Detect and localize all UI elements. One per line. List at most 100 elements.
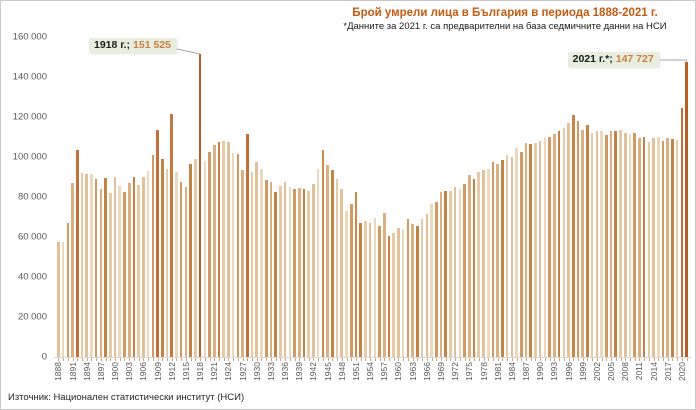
bar-1979 — [486, 168, 490, 357]
bar-1955 — [373, 217, 377, 357]
bar-1977 — [477, 172, 481, 357]
year-tick — [157, 358, 159, 361]
bar-2000 — [586, 124, 589, 357]
year-tick — [91, 358, 93, 361]
year-tick — [256, 358, 258, 361]
year-tick — [492, 358, 494, 361]
year-tick — [242, 358, 244, 361]
year-tick — [351, 358, 353, 361]
bar-1889 — [61, 242, 65, 357]
year-tick — [190, 358, 192, 361]
bar-1993 — [553, 134, 556, 357]
year-tick — [86, 358, 88, 361]
year-tick — [143, 358, 145, 361]
year-tick — [393, 358, 395, 361]
bar-1948 — [340, 189, 344, 357]
year-tick — [270, 358, 272, 361]
y-tick-label: 100 000 — [12, 151, 47, 163]
bar-1970 — [444, 190, 447, 357]
year-tick — [237, 358, 239, 361]
bar-2011 — [638, 138, 641, 357]
bar-1995 — [562, 128, 566, 357]
bar-1971 — [449, 190, 452, 357]
bar-1989 — [534, 143, 537, 357]
bar-1924 — [227, 141, 230, 357]
year-tick — [133, 358, 135, 361]
source-note: Източник: Национален статистически инсти… — [8, 392, 245, 403]
year-tick — [568, 358, 570, 361]
bar-1918 — [198, 53, 202, 357]
bar-1997 — [571, 114, 575, 357]
year-tick — [105, 358, 107, 361]
x-tick-label-1888: 1888 — [53, 362, 64, 381]
year-tick — [379, 358, 381, 361]
bar-2013 — [647, 141, 651, 357]
bar-1950 — [349, 204, 353, 357]
year-tick — [554, 358, 556, 361]
bar-1941 — [307, 190, 311, 357]
year-tick — [459, 358, 461, 361]
bar-1904 — [132, 177, 136, 357]
bar-1968 — [434, 202, 438, 357]
callout-2021-value: 147 727 — [615, 53, 654, 65]
bar-1969 — [439, 192, 443, 357]
year-tick — [185, 358, 187, 361]
year-tick — [455, 358, 457, 361]
year-tick — [507, 358, 509, 361]
bar-1903 — [127, 182, 131, 357]
bar-1921 — [212, 145, 216, 357]
bar-1914 — [179, 181, 183, 357]
bar-1900 — [113, 177, 117, 357]
year-tick — [327, 358, 329, 361]
x-tick-label-1915: 1915 — [180, 362, 191, 381]
year-tick — [266, 358, 268, 361]
year-tick — [681, 358, 683, 361]
y-tick-label: 60 000 — [17, 231, 47, 243]
y-tick-label: 40 000 — [17, 271, 47, 283]
bar-2021 — [685, 61, 688, 357]
bar-1933 — [269, 182, 273, 357]
x-tick-label-1987: 1987 — [521, 362, 532, 381]
bar-1923 — [222, 141, 225, 357]
bar-1936 — [283, 182, 287, 357]
year-tick — [152, 358, 154, 361]
bar-1917 — [194, 158, 197, 357]
bar-1943 — [316, 168, 320, 357]
bar-2010 — [633, 132, 636, 357]
chart-title: Брой умрели лица в България в периода 18… — [352, 7, 658, 19]
bar-1945 — [326, 165, 329, 357]
year-tick — [289, 358, 291, 361]
x-tick-label-1891: 1891 — [67, 362, 78, 381]
year-tick — [535, 358, 537, 361]
year-tick — [497, 358, 499, 361]
year-tick — [663, 358, 665, 361]
year-tick — [337, 358, 339, 361]
bar-1896 — [94, 178, 98, 357]
bar-1909 — [156, 129, 159, 357]
bar-1986 — [520, 151, 523, 357]
x-tick-label-1927: 1927 — [237, 362, 248, 381]
year-tick — [355, 358, 357, 361]
year-tick — [115, 358, 117, 361]
bar-1958 — [387, 236, 391, 357]
year-tick — [72, 358, 74, 361]
bar-2009 — [628, 134, 632, 357]
year-tick — [407, 358, 409, 361]
bar-1984 — [510, 156, 514, 357]
year-tick — [422, 358, 424, 361]
bar-1937 — [288, 187, 292, 357]
bar-1965 — [420, 219, 424, 357]
year-tick — [181, 358, 183, 361]
x-tick-label-1960: 1960 — [393, 362, 404, 381]
callout-2021: 2021 г.*; 147 727 — [567, 52, 659, 67]
year-tick — [644, 358, 646, 361]
year-tick — [167, 358, 168, 361]
x-tick-label-1999: 1999 — [577, 362, 588, 381]
x-tick-label-1939: 1939 — [294, 362, 305, 381]
bar-1949 — [345, 210, 348, 357]
year-tick — [615, 358, 617, 361]
year-tick — [341, 358, 343, 361]
year-tick — [511, 358, 513, 361]
x-tick-label-1903: 1903 — [124, 362, 135, 381]
